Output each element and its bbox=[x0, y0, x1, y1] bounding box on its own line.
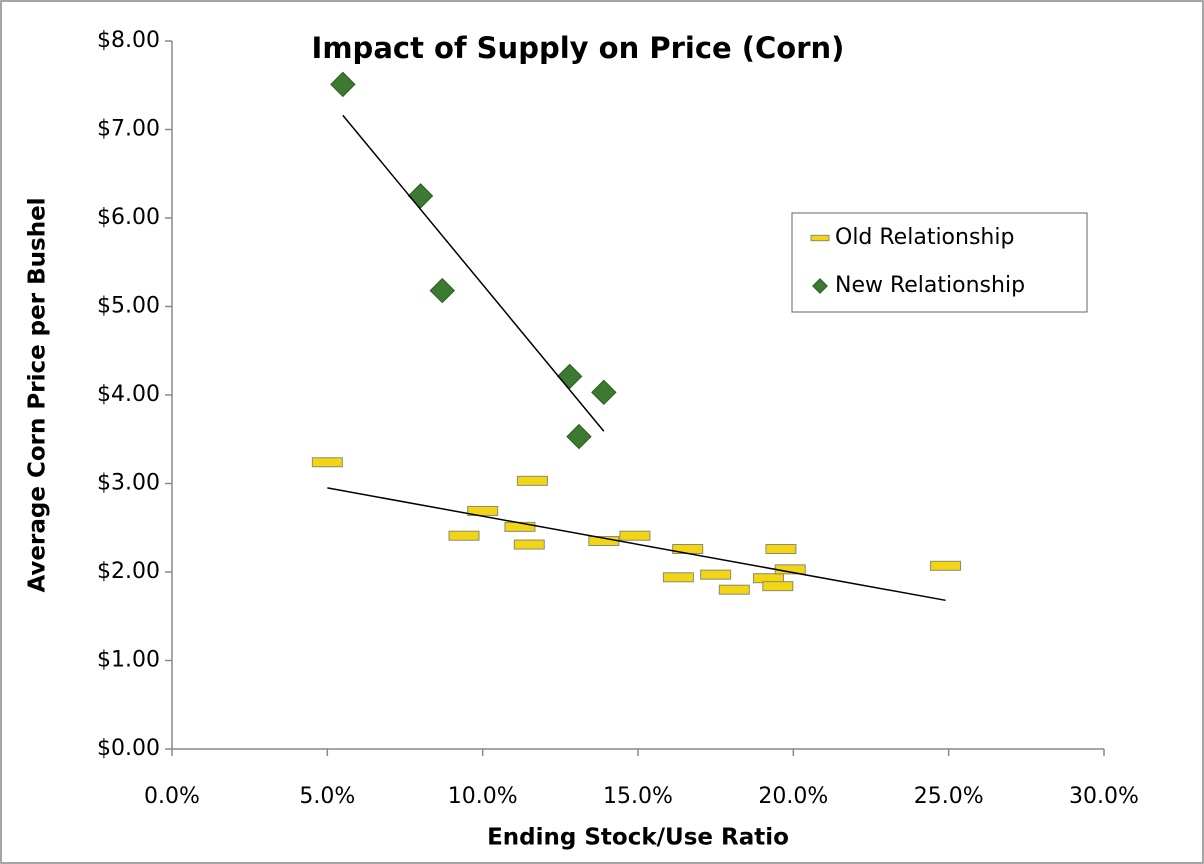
y-tick-label: $3.00 bbox=[97, 471, 160, 496]
data-point bbox=[591, 379, 617, 406]
y-tick-label: $7.00 bbox=[97, 117, 160, 142]
data-point bbox=[504, 521, 536, 532]
trendline bbox=[342, 114, 605, 432]
x-tick-label: 5.0% bbox=[299, 784, 355, 809]
legend-label: New Relationship bbox=[835, 273, 1025, 298]
data-point bbox=[718, 584, 750, 595]
x-tick-label: 0.0% bbox=[144, 784, 200, 809]
y-tick-label: $2.00 bbox=[97, 559, 160, 584]
legend-box bbox=[791, 212, 1088, 313]
data-point bbox=[330, 71, 356, 98]
data-point bbox=[311, 457, 343, 468]
data-point bbox=[662, 572, 694, 583]
legend-marker bbox=[810, 234, 830, 242]
data-point bbox=[700, 569, 732, 580]
y-tick-label: $6.00 bbox=[97, 205, 160, 230]
data-point bbox=[448, 530, 480, 541]
data-point bbox=[762, 581, 794, 592]
x-tick-label: 10.0% bbox=[448, 784, 518, 809]
chart-title: Impact of Supply on Price (Corn) bbox=[312, 31, 845, 65]
y-tick-label: $1.00 bbox=[97, 648, 160, 673]
y-axis-label: Average Corn Price per Bushel bbox=[25, 197, 51, 592]
x-tick-label: 25.0% bbox=[914, 784, 984, 809]
data-point bbox=[765, 543, 797, 554]
x-tick-label: 30.0% bbox=[1069, 784, 1139, 809]
y-tick-label: $4.00 bbox=[97, 382, 160, 407]
x-tick-label: 20.0% bbox=[758, 784, 828, 809]
y-tick-label: $0.00 bbox=[97, 736, 160, 761]
legend-label: Old Relationship bbox=[835, 225, 1014, 250]
x-axis-label: Ending Stock/Use Ratio bbox=[487, 825, 789, 851]
data-point bbox=[619, 530, 651, 541]
data-point bbox=[429, 277, 455, 304]
y-tick-label: $8.00 bbox=[97, 28, 160, 53]
y-tick-label: $5.00 bbox=[97, 294, 160, 319]
trendline bbox=[327, 487, 946, 602]
data-point bbox=[566, 423, 592, 450]
data-point bbox=[930, 560, 962, 571]
data-point bbox=[513, 539, 545, 550]
x-tick-label: 15.0% bbox=[603, 784, 673, 809]
legend-marker bbox=[812, 278, 828, 294]
data-point bbox=[516, 475, 548, 486]
